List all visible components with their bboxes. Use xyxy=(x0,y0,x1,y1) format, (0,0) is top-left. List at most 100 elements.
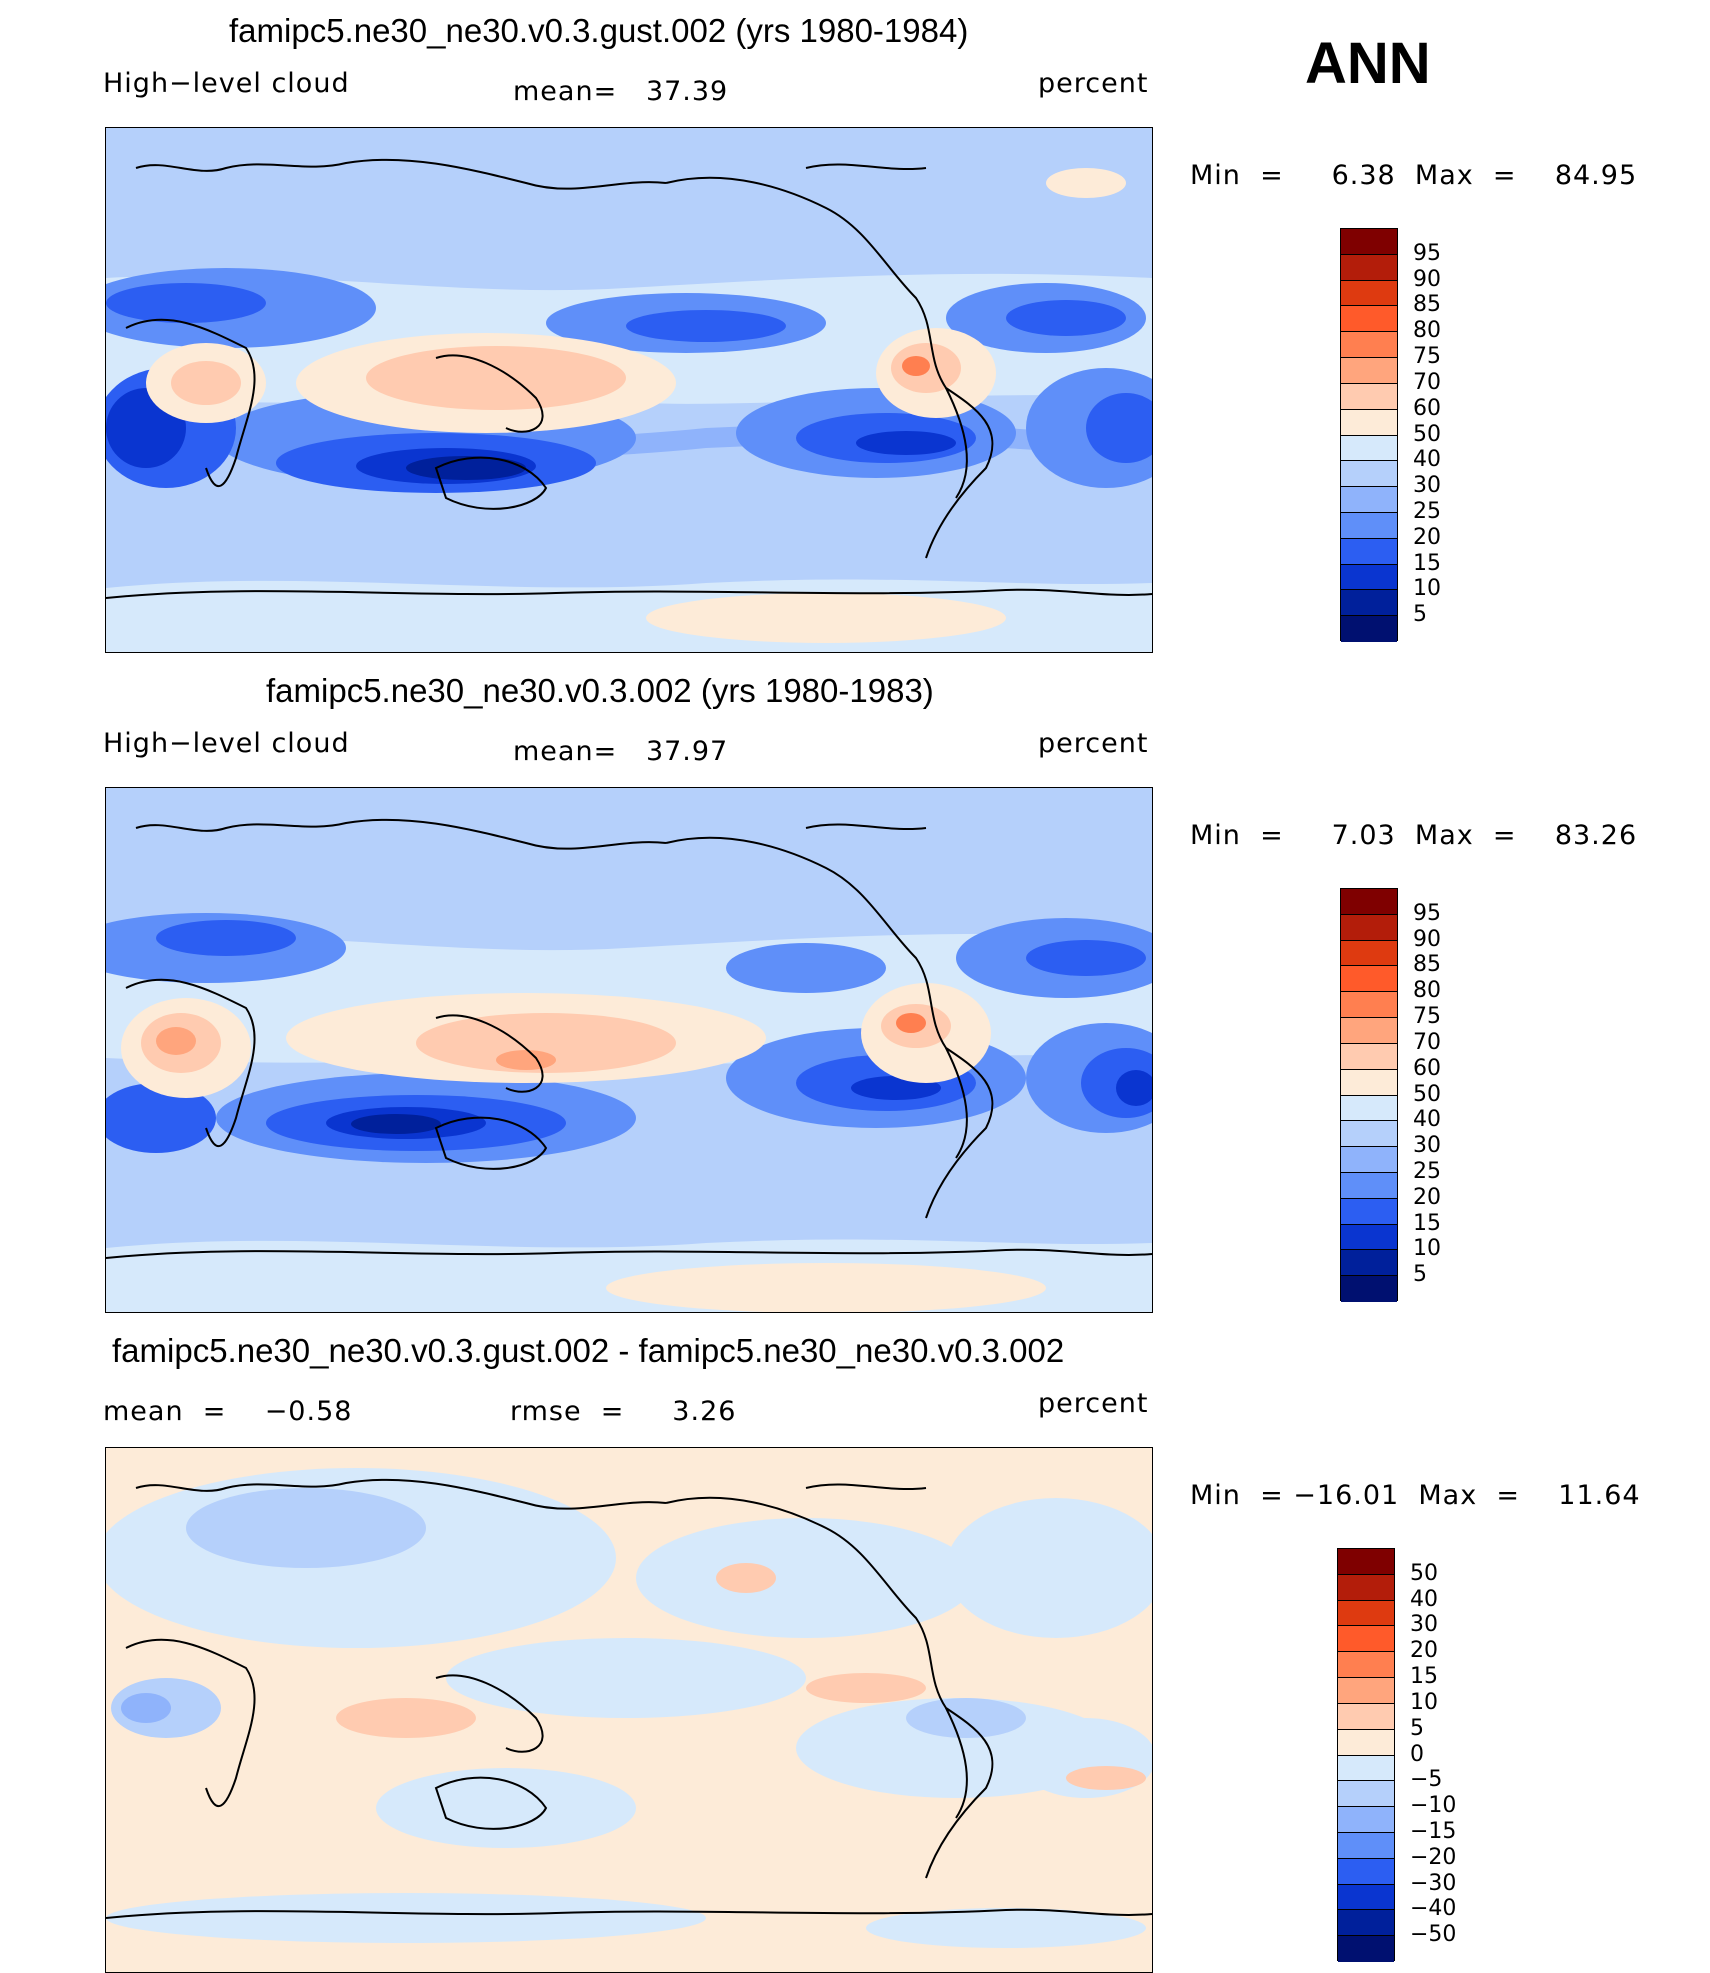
colorbar-swatch xyxy=(1341,889,1397,915)
colorbar-swatch xyxy=(1338,1858,1394,1885)
colorbar-swatch xyxy=(1341,914,1397,941)
colorbar-swatch xyxy=(1341,383,1397,410)
colorbar-tick-label: 90 xyxy=(1413,266,1441,292)
colorbar-swatch xyxy=(1341,966,1397,993)
colorbar-swatch xyxy=(1341,564,1397,591)
colorbar-tick-label: 95 xyxy=(1413,900,1441,926)
season-label: ANN xyxy=(1305,31,1431,96)
panel-1-units-label: percent xyxy=(1038,68,1149,99)
panel-2-contour-field xyxy=(106,788,1152,1312)
colorbar-tick-label: 5 xyxy=(1410,1715,1424,1741)
colorbar-tick-label: 90 xyxy=(1413,926,1441,952)
colorbar-swatch xyxy=(1341,1276,1397,1302)
colorbar-swatch xyxy=(1338,1807,1394,1833)
colorbar-swatch xyxy=(1341,1018,1397,1044)
panel-1-mean-label: mean= 37.39 xyxy=(513,76,729,107)
colorbar-tick-label: 85 xyxy=(1413,292,1441,318)
panel-2-map xyxy=(105,787,1153,1313)
colorbar-swatch xyxy=(1341,435,1397,462)
colorbar-swatch xyxy=(1338,1755,1394,1782)
panel-3-units-label: percent xyxy=(1038,1388,1149,1419)
colorbar-swatch xyxy=(1341,1224,1397,1251)
panel-1-colorbar xyxy=(1340,228,1398,642)
colorbar-swatch xyxy=(1341,487,1397,513)
colorbar-tick-label: 15 xyxy=(1413,550,1441,576)
panel-2-variable-label: High−level cloud xyxy=(103,728,350,759)
colorbar-swatch xyxy=(1341,358,1397,384)
colorbar-swatch xyxy=(1341,306,1397,333)
colorbar-tick-label: −15 xyxy=(1410,1818,1457,1844)
colorbar-tick-label: 15 xyxy=(1410,1664,1438,1690)
colorbar-swatch xyxy=(1341,1250,1397,1277)
colorbar-swatch xyxy=(1341,1121,1397,1148)
colorbar-tick-label: 95 xyxy=(1413,240,1441,266)
panel-1-minmax: Min = 6.38 Max = 84.95 xyxy=(1190,160,1638,191)
colorbar-swatch xyxy=(1341,280,1397,307)
panel-1-contour-field xyxy=(106,128,1152,652)
colorbar-tick-label: 85 xyxy=(1413,952,1441,978)
colorbar-tick-label: 60 xyxy=(1413,1055,1441,1081)
colorbar-tick-label: 0 xyxy=(1410,1741,1424,1767)
panel-1-map xyxy=(105,127,1153,653)
colorbar-tick-label: 10 xyxy=(1413,1236,1441,1262)
panel-3-map xyxy=(105,1447,1153,1973)
colorbar-tick-label: 40 xyxy=(1410,1586,1438,1612)
panel-2-colorbar xyxy=(1340,888,1398,1302)
colorbar-tick-label: 80 xyxy=(1413,318,1441,344)
colorbar-swatch xyxy=(1341,409,1397,436)
colorbar-swatch xyxy=(1341,992,1397,1019)
panel-1-variable-label: High−level cloud xyxy=(103,68,350,99)
panel-3-contour-field xyxy=(106,1448,1152,1972)
colorbar-tick-label: 20 xyxy=(1413,1184,1441,1210)
colorbar-swatch xyxy=(1338,1626,1394,1653)
colorbar-swatch xyxy=(1341,538,1397,565)
colorbar-tick-label: 70 xyxy=(1413,1029,1441,1055)
colorbar-swatch xyxy=(1341,512,1397,539)
colorbar-tick-label: 30 xyxy=(1413,1133,1441,1159)
colorbar-tick-label: 40 xyxy=(1413,1107,1441,1133)
panel-2-title: famipc5.ne30_ne30.v0.3.002 (yrs 1980-198… xyxy=(266,672,934,709)
colorbar-tick-label: 30 xyxy=(1410,1612,1438,1638)
colorbar-tick-label: −40 xyxy=(1410,1896,1457,1922)
colorbar-swatch xyxy=(1341,940,1397,967)
colorbar-tick-label: 50 xyxy=(1413,421,1441,447)
colorbar-tick-label: −20 xyxy=(1410,1844,1457,1870)
panel-3-mean-label: mean = −0.58 xyxy=(103,1396,353,1427)
colorbar-swatch xyxy=(1341,332,1397,359)
colorbar-swatch xyxy=(1341,1069,1397,1096)
colorbar-tick-label: 5 xyxy=(1413,1262,1427,1288)
colorbar-swatch xyxy=(1341,1198,1397,1225)
colorbar-swatch xyxy=(1338,1703,1394,1730)
colorbar-tick-label: 80 xyxy=(1413,978,1441,1004)
panel-3-colorbar xyxy=(1337,1548,1395,1962)
colorbar-tick-label: 70 xyxy=(1413,369,1441,395)
colorbar-tick-label: 50 xyxy=(1413,1081,1441,1107)
colorbar-tick-label: 75 xyxy=(1413,344,1441,370)
colorbar-swatch xyxy=(1338,1910,1394,1937)
colorbar-swatch xyxy=(1338,1549,1394,1575)
colorbar-swatch xyxy=(1341,229,1397,255)
panel-3-title: famipc5.ne30_ne30.v0.3.gust.002 - famipc… xyxy=(112,1332,1065,1369)
colorbar-swatch xyxy=(1341,1095,1397,1122)
panel-2-minmax: Min = 7.03 Max = 83.26 xyxy=(1190,820,1638,851)
colorbar-tick-label: 50 xyxy=(1410,1560,1438,1586)
colorbar-tick-label: −30 xyxy=(1410,1870,1457,1896)
colorbar-swatch xyxy=(1338,1884,1394,1911)
colorbar-swatch xyxy=(1338,1832,1394,1859)
colorbar-tick-label: 15 xyxy=(1413,1210,1441,1236)
colorbar-tick-label: 40 xyxy=(1413,447,1441,473)
panel-2-units-label: percent xyxy=(1038,728,1149,759)
colorbar-swatch xyxy=(1341,1172,1397,1199)
colorbar-swatch xyxy=(1338,1936,1394,1962)
colorbar-tick-label: 30 xyxy=(1413,473,1441,499)
colorbar-swatch xyxy=(1341,590,1397,617)
colorbar-swatch xyxy=(1338,1574,1394,1601)
colorbar-tick-label: −5 xyxy=(1410,1767,1443,1793)
colorbar-swatch xyxy=(1341,1147,1397,1173)
colorbar-tick-label: −50 xyxy=(1410,1922,1457,1948)
colorbar-tick-label: 10 xyxy=(1413,576,1441,602)
colorbar-swatch xyxy=(1341,254,1397,281)
colorbar-swatch xyxy=(1341,461,1397,488)
panel-1-title: famipc5.ne30_ne30.v0.3.gust.002 (yrs 198… xyxy=(229,12,969,49)
colorbar-tick-label: 75 xyxy=(1413,1004,1441,1030)
